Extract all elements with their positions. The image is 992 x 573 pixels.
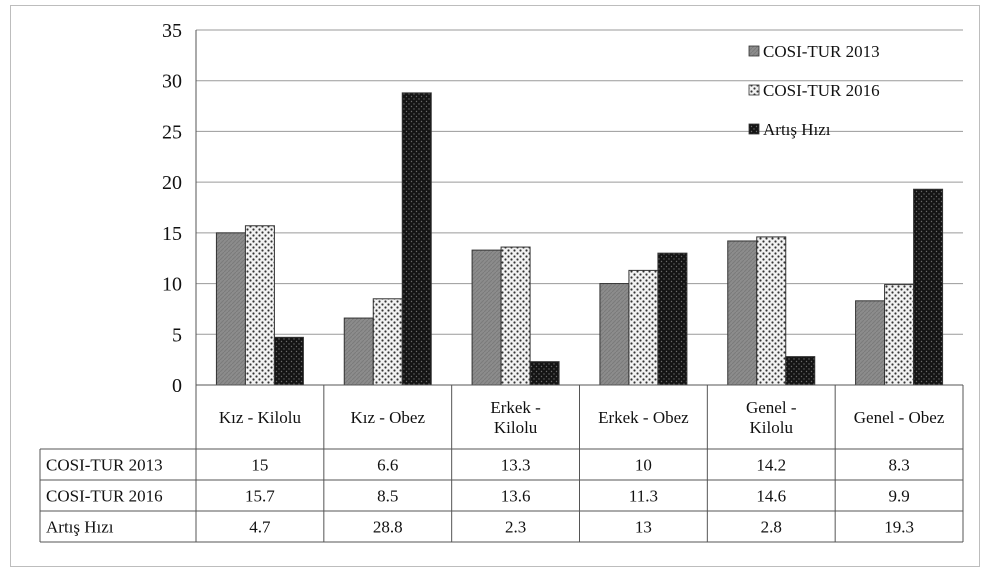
table-cell-value: 13 xyxy=(635,518,652,537)
legend-swatch xyxy=(748,84,760,96)
category-label: Kız - Kilolu xyxy=(219,408,302,427)
table-cell-value: 11.3 xyxy=(629,487,658,506)
table-row-label: COSI-TUR 2016 xyxy=(46,487,163,506)
y-tick-label: 35 xyxy=(162,20,182,42)
category-label: Kilolu xyxy=(750,418,794,437)
legend-swatch xyxy=(748,123,760,135)
bar xyxy=(500,246,531,386)
table-cell-value: 10 xyxy=(635,456,652,475)
bar xyxy=(884,284,915,386)
bar xyxy=(855,300,886,386)
y-tick-label: 30 xyxy=(162,71,182,93)
bar xyxy=(401,92,432,386)
table-cell-value: 28.8 xyxy=(373,518,403,537)
table-cell-value: 14.2 xyxy=(756,456,786,475)
table-cell-value: 9.9 xyxy=(888,487,909,506)
legend-label: COSI-TUR 2016 xyxy=(763,81,880,100)
category-label: Kilolu xyxy=(494,418,538,437)
table-cell-value: 2.3 xyxy=(505,518,526,537)
category-label: Genel - xyxy=(746,398,797,417)
table-cell-value: 4.7 xyxy=(249,518,271,537)
bars xyxy=(215,92,944,386)
y-tick-label: 10 xyxy=(162,274,182,296)
bar xyxy=(529,361,560,386)
bar xyxy=(372,298,403,386)
bar xyxy=(244,225,275,386)
bar xyxy=(756,236,787,386)
table-cell-value: 2.8 xyxy=(761,518,782,537)
table-cell-value: 15 xyxy=(251,456,268,475)
bar xyxy=(913,188,944,386)
table-cell-value: 15.7 xyxy=(245,487,275,506)
table-cell-value: 14.6 xyxy=(756,487,786,506)
bar xyxy=(727,240,758,386)
category-label: Erkek - Obez xyxy=(598,408,689,427)
legend: COSI-TUR 2013 COSI-TUR 2016 Artış Hızı xyxy=(748,42,880,139)
y-tick-label: 15 xyxy=(162,223,182,245)
table-cell-value: 13.6 xyxy=(501,487,531,506)
bar xyxy=(343,317,374,386)
table-row-label: COSI-TUR 2013 xyxy=(46,456,163,475)
category-label: Erkek - xyxy=(490,398,541,417)
y-tick-label: 20 xyxy=(162,172,182,194)
bar xyxy=(628,269,659,386)
y-tick-label: 5 xyxy=(172,324,182,346)
bar xyxy=(215,232,246,386)
bar xyxy=(599,283,630,386)
table-cell-value: 6.6 xyxy=(377,456,398,475)
category-label: Kız - Obez xyxy=(350,408,425,427)
bar xyxy=(471,249,502,386)
table-row-label: Artış Hızı xyxy=(46,518,114,537)
table-cell-value: 8.5 xyxy=(377,487,398,506)
category-label: Genel - Obez xyxy=(854,408,945,427)
table-cell-value: 19.3 xyxy=(884,518,914,537)
y-axis: 0 5 10 15 20 25 30 35 xyxy=(162,20,197,397)
legend-swatch xyxy=(748,45,760,57)
y-tick-label: 0 xyxy=(172,375,182,397)
legend-label: COSI-TUR 2013 xyxy=(763,42,880,61)
table-cell-value: 13.3 xyxy=(501,456,531,475)
legend-label: Artış Hızı xyxy=(763,120,831,139)
table-cell-value: 8.3 xyxy=(888,456,909,475)
bar xyxy=(657,252,688,386)
y-tick-label: 25 xyxy=(162,121,182,143)
bar xyxy=(785,356,816,386)
bar xyxy=(273,336,304,386)
